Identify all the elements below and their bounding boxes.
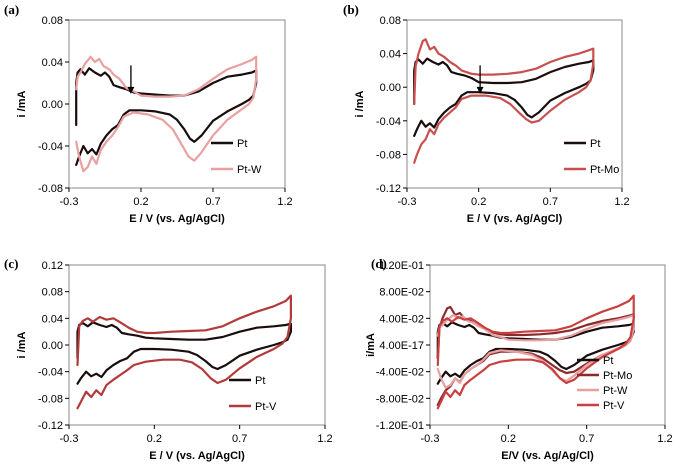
x-tick-label: 0.7 bbox=[579, 433, 594, 445]
legend-label-pt-w: Pt-W bbox=[603, 385, 628, 397]
y-axis-label: i/mA bbox=[365, 333, 377, 357]
series-line-pt bbox=[413, 57, 595, 137]
y-tick-label: 0.00 bbox=[380, 82, 401, 94]
y-tick-label: 1.20E-01 bbox=[379, 260, 424, 272]
x-tick-label: -0.3 bbox=[60, 433, 79, 445]
series-line-pt-w bbox=[75, 55, 258, 173]
chart-panel-c: (c) 0.12 0.08 0.04 0.00 -0.04 -0.08 -0.12-0.3 0.… bbox=[4, 256, 333, 462]
plot-frame bbox=[406, 19, 623, 189]
y-axis-label: i /mA bbox=[16, 91, 28, 118]
x-tick-label: 0.7 bbox=[205, 196, 220, 208]
legend-label-pt-mo: Pt-Mo bbox=[590, 164, 619, 176]
y-axis-label: i /mA bbox=[354, 91, 366, 118]
legend-label-pt-v: Pt-V bbox=[603, 400, 625, 412]
legend-label-pt-w: Pt-W bbox=[237, 164, 262, 176]
y-tick-label: -0.04 bbox=[376, 116, 401, 128]
x-tick-label: 0.2 bbox=[501, 433, 516, 445]
chart-panel-d: (d)1.20E-01 8.00E-02 4.00E-02 4.00E-17 -4.00… bbox=[365, 256, 673, 462]
x-tick-label: 1.2 bbox=[317, 433, 332, 445]
series-line-pt-w bbox=[436, 313, 635, 389]
y-tick-label: 0.04 bbox=[42, 57, 63, 69]
plot-frame bbox=[68, 19, 286, 189]
x-tick-label: 1.2 bbox=[657, 433, 672, 445]
legend-label-pt: Pt bbox=[255, 375, 265, 387]
y-tick-label: 0.08 bbox=[42, 287, 63, 299]
x-tick-label: -0.3 bbox=[421, 433, 440, 445]
x-tick-label: -0.3 bbox=[398, 196, 417, 208]
series-line-pt bbox=[75, 67, 258, 166]
x-axis-label: E / V (vs. Ag/AgCl) bbox=[467, 213, 563, 225]
legend-label-pt: Pt bbox=[590, 138, 600, 150]
y-tick-label: 0.08 bbox=[42, 15, 63, 27]
chart-panel-b: (b) 0.08 0.04 0.00 -0.04 -0.08 -0.12-0.3 0.2 0.7… bbox=[343, 2, 630, 225]
x-tick-label: 0.2 bbox=[471, 196, 486, 208]
x-tick-label: 0.7 bbox=[543, 196, 558, 208]
y-tick-label: -0.08 bbox=[38, 393, 63, 405]
plot-frame bbox=[68, 264, 326, 426]
y-tick-label: 0.08 bbox=[380, 15, 401, 27]
y-tick-label: -1.20E-01 bbox=[376, 420, 424, 432]
series-line-pt-v bbox=[76, 294, 292, 410]
y-tick-label: -8.00E-02 bbox=[376, 393, 424, 405]
y-tick-label: 4.00E-02 bbox=[379, 313, 424, 325]
x-tick-label: 1.2 bbox=[614, 196, 629, 208]
legend-label-pt-v: Pt-V bbox=[255, 401, 277, 413]
y-tick-label: 0.00 bbox=[42, 99, 63, 111]
x-axis-label: E / V (vs. Ag/AgCl) bbox=[149, 450, 245, 462]
y-tick-label: 0.12 bbox=[42, 260, 63, 272]
legend-label-pt-mo: Pt-Mo bbox=[603, 370, 632, 382]
y-tick-label: 0.00 bbox=[42, 340, 63, 352]
y-tick-label: -0.12 bbox=[38, 420, 63, 432]
y-tick-label: -0.08 bbox=[376, 149, 401, 161]
y-tick-label: 0.04 bbox=[380, 49, 401, 61]
series-line-pt-mo bbox=[413, 38, 595, 164]
y-tick-label: 0.04 bbox=[42, 313, 63, 325]
x-axis-label: E / V (vs. Ag/AgCl) bbox=[129, 213, 225, 225]
arrow-head bbox=[127, 86, 135, 94]
series-line-pt-v bbox=[436, 294, 635, 410]
y-tick-label: 8.00E-02 bbox=[379, 287, 424, 299]
x-axis-label: E/V (vs. Ag/Ag/Cl) bbox=[501, 450, 594, 462]
panel-label: (b) bbox=[343, 2, 359, 17]
panel-label: (c) bbox=[4, 256, 18, 271]
x-tick-label: 0.2 bbox=[147, 433, 162, 445]
panel-label: (a) bbox=[4, 2, 19, 17]
y-tick-label: -0.04 bbox=[38, 141, 63, 153]
legend-label-pt: Pt bbox=[237, 138, 247, 150]
y-tick-label: -0.08 bbox=[38, 183, 63, 195]
y-tick-label: -0.04 bbox=[38, 367, 63, 379]
series-line-pt bbox=[76, 321, 292, 385]
y-tick-label: 4.00E-17 bbox=[379, 340, 424, 352]
arrow-head bbox=[476, 86, 484, 94]
plot-frame bbox=[429, 264, 666, 426]
y-axis-label: i /mA bbox=[16, 332, 28, 359]
chart-panel-a: (a) 0.08 0.04 0.00 -0.04 -0.08-0.3 0.2 0.7 1.2 E … bbox=[4, 2, 293, 225]
panel-label: (d) bbox=[371, 256, 387, 271]
y-tick-label: -0.12 bbox=[376, 183, 401, 195]
x-tick-label: 1.2 bbox=[277, 196, 292, 208]
x-tick-label: 0.7 bbox=[232, 433, 247, 445]
legend-label-pt: Pt bbox=[603, 355, 613, 367]
y-tick-label: -4.00E-02 bbox=[376, 367, 424, 379]
x-tick-label: 0.2 bbox=[133, 196, 148, 208]
x-tick-label: -0.3 bbox=[60, 196, 79, 208]
